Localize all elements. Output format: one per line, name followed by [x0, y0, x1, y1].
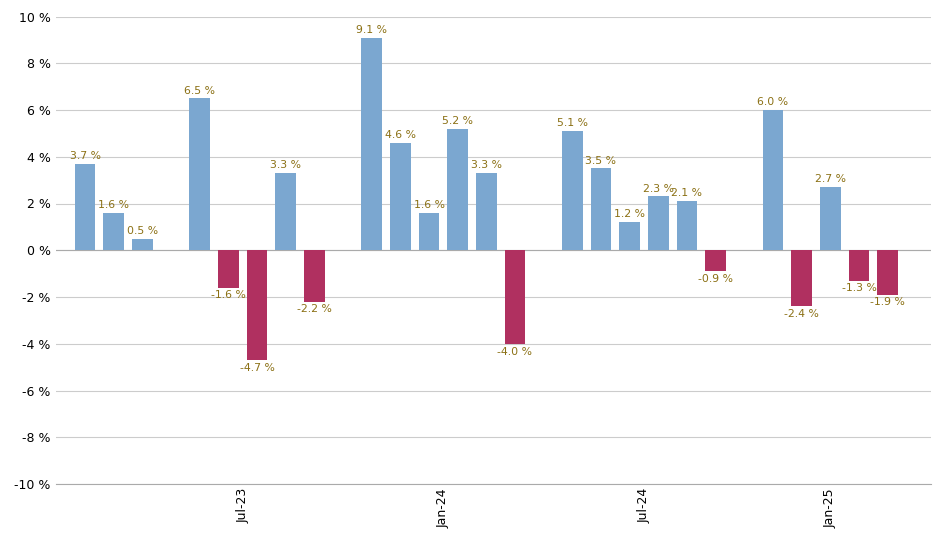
Text: 3.7 %: 3.7 % — [70, 151, 101, 161]
Bar — [189, 98, 210, 250]
Text: 6.5 %: 6.5 % — [184, 85, 215, 96]
Text: 1.2 %: 1.2 % — [614, 210, 645, 219]
Text: -1.6 %: -1.6 % — [211, 290, 246, 300]
Bar — [590, 168, 611, 250]
Bar — [361, 37, 382, 250]
Text: -1.9 %: -1.9 % — [870, 298, 905, 307]
Bar — [418, 213, 439, 250]
Text: 2.7 %: 2.7 % — [815, 174, 846, 184]
Text: 4.6 %: 4.6 % — [384, 130, 415, 140]
Bar — [132, 239, 152, 250]
Text: -4.7 %: -4.7 % — [240, 363, 274, 373]
Bar — [304, 250, 324, 301]
Bar — [103, 213, 124, 250]
Bar — [677, 201, 697, 250]
Bar — [762, 110, 783, 250]
Bar — [447, 129, 468, 250]
Bar — [849, 250, 870, 280]
Text: -0.9 %: -0.9 % — [698, 274, 733, 284]
Text: 1.6 %: 1.6 % — [414, 200, 445, 210]
Bar — [505, 250, 525, 344]
Text: -1.3 %: -1.3 % — [841, 283, 876, 294]
Bar — [246, 250, 267, 360]
Bar — [705, 250, 726, 271]
Text: 2.3 %: 2.3 % — [643, 184, 674, 194]
Text: 3.5 %: 3.5 % — [586, 156, 617, 166]
Text: 1.6 %: 1.6 % — [98, 200, 129, 210]
Bar — [218, 250, 239, 288]
Text: 0.5 %: 0.5 % — [127, 226, 158, 236]
Bar — [75, 164, 95, 250]
Bar — [619, 222, 640, 250]
Bar — [877, 250, 898, 295]
Text: 2.1 %: 2.1 % — [671, 188, 702, 199]
Bar — [791, 250, 812, 306]
Bar — [562, 131, 583, 250]
Bar — [275, 173, 296, 250]
Text: 5.1 %: 5.1 % — [556, 118, 588, 128]
Text: 3.3 %: 3.3 % — [270, 160, 301, 170]
Text: 5.2 %: 5.2 % — [442, 116, 473, 126]
Text: -4.0 %: -4.0 % — [497, 346, 532, 356]
Text: 6.0 %: 6.0 % — [758, 97, 789, 107]
Text: -2.4 %: -2.4 % — [784, 309, 819, 319]
Text: 3.3 %: 3.3 % — [471, 160, 502, 170]
Bar — [476, 173, 496, 250]
Bar — [648, 196, 668, 250]
Bar — [390, 143, 411, 250]
Text: 9.1 %: 9.1 % — [356, 25, 387, 35]
Bar — [820, 187, 840, 250]
Text: -2.2 %: -2.2 % — [297, 305, 332, 315]
